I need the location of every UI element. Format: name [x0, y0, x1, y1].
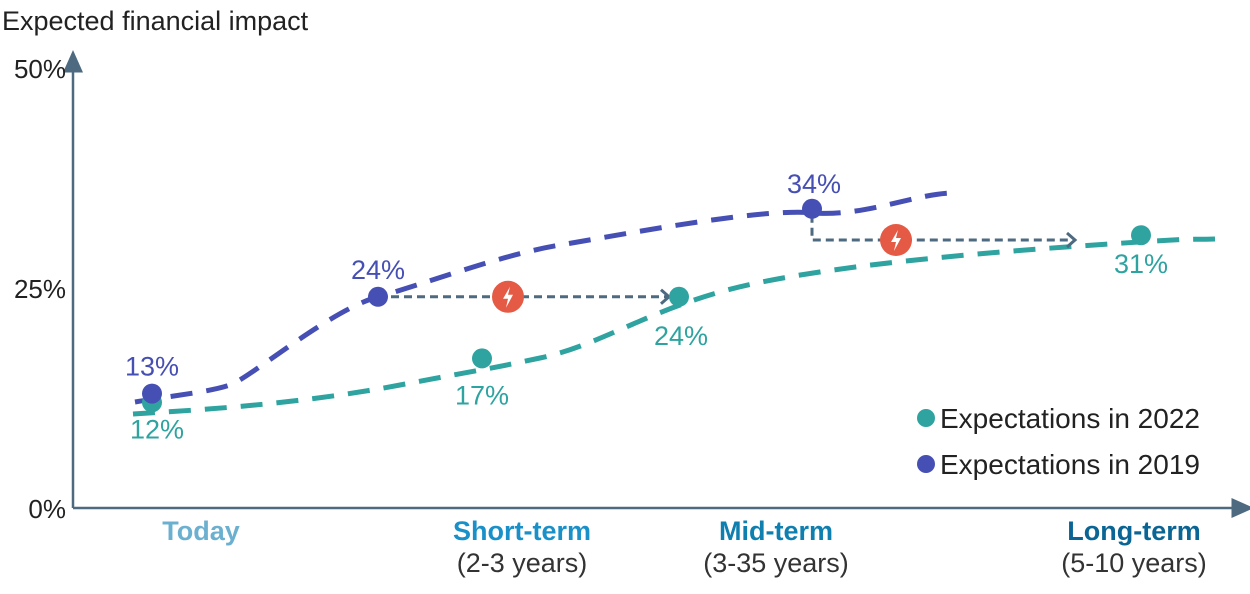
series-line-2019: [134, 190, 956, 405]
arrow-head-icon: [1066, 231, 1078, 249]
y-tick-label: 0%: [28, 494, 66, 524]
data-point: [669, 286, 689, 307]
data-point: [142, 383, 162, 404]
legend-label: Expectations in 2019: [940, 449, 1200, 480]
data-label: 31%: [1114, 249, 1168, 279]
data-label: 13%: [125, 352, 179, 382]
x-category-label: Short-term: [453, 516, 591, 546]
x-category-label: Long-term: [1067, 516, 1200, 546]
data-label: 17%: [455, 380, 509, 410]
data-point: [472, 348, 492, 369]
x-category-label: Mid-term: [719, 516, 833, 546]
shift-arrow-line: [810, 214, 1073, 242]
x-category-label: Today: [162, 516, 240, 546]
data-point: [1131, 225, 1151, 246]
y-tick-label: 50%: [14, 54, 66, 84]
data-point: [368, 286, 388, 307]
legend-marker: [917, 455, 935, 473]
x-category-sublabel: (3-35 years): [703, 548, 849, 578]
y-axis-title: Expected financial impact: [2, 6, 309, 36]
lightning-bolt-icon: [503, 286, 513, 308]
series-line-2022: [132, 236, 1216, 417]
data-label: 24%: [351, 255, 405, 285]
x-category-sublabel: (5-10 years): [1061, 548, 1207, 578]
legend-label: Expectations in 2022: [940, 403, 1200, 434]
legend-marker: [917, 409, 935, 427]
data-label: 12%: [130, 414, 184, 444]
y-tick-label: 25%: [14, 274, 66, 304]
data-label: 34%: [787, 169, 841, 199]
lightning-bolt-icon: [891, 230, 901, 251]
data-label: 24%: [654, 321, 708, 351]
x-category-sublabel: (2-3 years): [457, 548, 588, 578]
data-point: [802, 198, 822, 219]
